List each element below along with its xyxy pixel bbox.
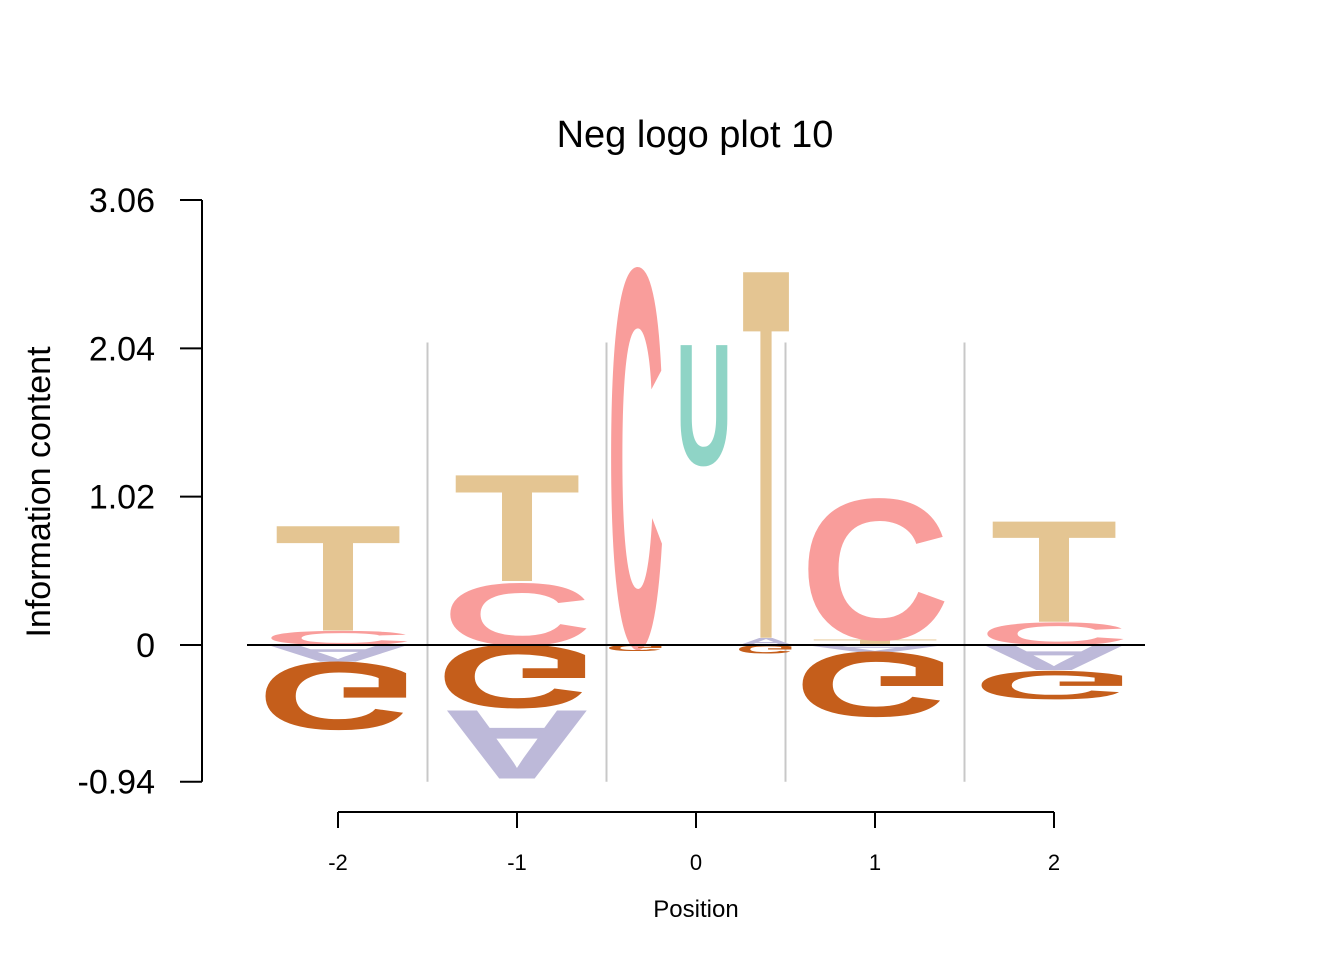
glyph-g: G [973, 663, 1135, 708]
glyph-c: C [608, 155, 664, 760]
glyph-g: G [606, 643, 666, 652]
glyph-t: T [274, 493, 401, 663]
x-tick-label: 2 [1048, 850, 1060, 875]
x-axis-label: Position [653, 896, 738, 923]
y-tick-label: -0.94 [78, 764, 156, 802]
glyph-a: A [979, 637, 1129, 678]
glyph-g: G [794, 632, 956, 736]
chart-title: Neg logo plot 10 [557, 114, 834, 156]
y-tick-label: 3.06 [89, 182, 155, 220]
glyph-a: A [442, 689, 592, 800]
glyph-c: C [442, 565, 592, 664]
glyph-a: A [800, 643, 950, 654]
glyph-a: A [738, 636, 794, 647]
x-tick-label: -1 [507, 850, 527, 875]
y-axis-label: Information content [20, 346, 58, 638]
x-tick-label: 1 [869, 850, 881, 875]
glyph-u: U [676, 307, 732, 502]
y-tick-label: 1.02 [89, 479, 155, 517]
x-tick-label: 0 [690, 850, 702, 875]
glyph-t: T [453, 442, 580, 614]
column-separators [426, 342, 966, 782]
glyph-t: T [742, 158, 790, 751]
glyph-g: G [436, 625, 598, 726]
x-axis: -2 -1 0 1 2 [328, 811, 1060, 875]
x-tick-label: -2 [328, 850, 348, 875]
glyph-t: T [811, 638, 938, 647]
glyph-g: G [257, 642, 419, 750]
y-tick-label: 0 [136, 627, 155, 665]
y-tick-label: 2.04 [89, 330, 155, 368]
y-axis: 3.06 2.04 1.02 0 -0.94 [78, 182, 203, 802]
glyph-t: T [990, 491, 1117, 654]
glyph-c: C [263, 627, 413, 650]
